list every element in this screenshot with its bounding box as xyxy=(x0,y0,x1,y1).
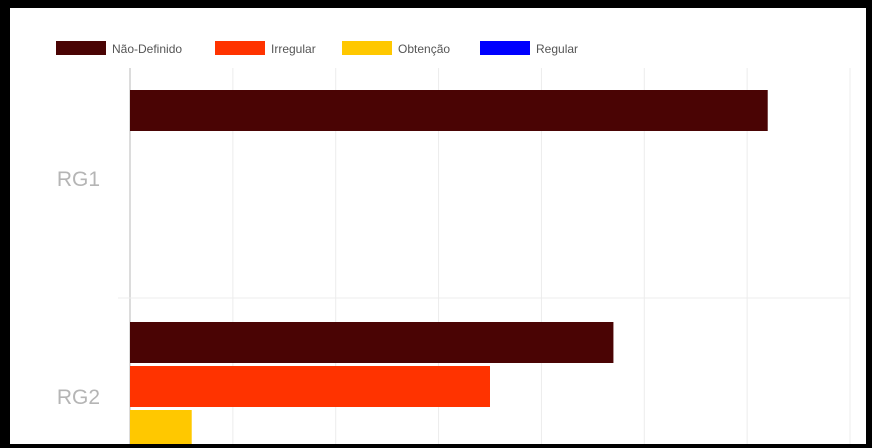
legend-swatch xyxy=(56,41,106,55)
gridlines xyxy=(118,68,851,444)
category-label: RG2 xyxy=(57,386,100,409)
legend: Não-Definido Irregular Obtenção Regular xyxy=(56,41,578,56)
legend-swatch xyxy=(480,41,530,55)
bar-rg2-0 xyxy=(130,322,614,363)
bar-rg2-2 xyxy=(130,410,192,444)
legend-label: Regular xyxy=(536,42,578,56)
bar-rg1-0 xyxy=(130,90,768,131)
category-labels: RG1 RG2 xyxy=(57,168,100,409)
bar-rg2-1 xyxy=(130,366,490,407)
bar-chart: Não-Definido Irregular Obtenção Regular RG1… xyxy=(56,41,851,444)
category-label: RG1 xyxy=(57,168,100,191)
legend-label: Irregular xyxy=(271,42,316,56)
legend-swatch xyxy=(215,41,265,55)
bars xyxy=(130,90,768,444)
legend-swatch xyxy=(342,41,392,55)
legend-label: Não-Definido xyxy=(112,42,182,56)
legend-label: Obtenção xyxy=(398,42,450,56)
chart-frame: Não-Definido Irregular Obtenção Regular RG1… xyxy=(10,8,866,444)
